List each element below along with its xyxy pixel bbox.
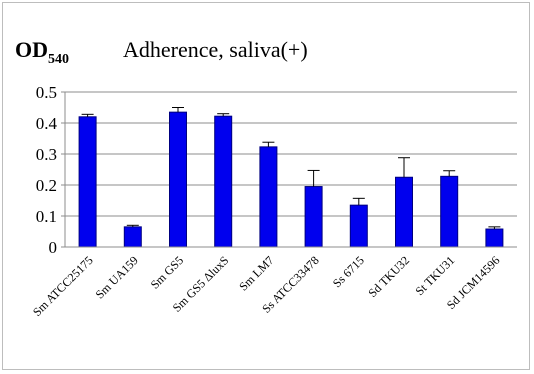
bar bbox=[395, 176, 413, 248]
bar bbox=[169, 111, 187, 248]
bar bbox=[259, 146, 278, 248]
chart-area: OD540 Adherence, saliva(+) 0 0.1 0.2 0.3 0.4… bbox=[15, 37, 517, 319]
y-tick-label: 0.5 bbox=[36, 83, 57, 102]
x-tick-label: Ss 6715 bbox=[330, 253, 367, 290]
y-unit-subscript: 540 bbox=[48, 52, 69, 67]
bar bbox=[78, 116, 97, 248]
y-tick-label: 0.2 bbox=[36, 176, 57, 195]
error-bars bbox=[81, 107, 501, 230]
x-tick-label: Sd TKU32 bbox=[365, 253, 412, 300]
y-tick-label: 0.3 bbox=[36, 145, 57, 164]
chart-title: Adherence, saliva(+) bbox=[123, 37, 308, 62]
bar bbox=[214, 115, 233, 248]
x-tick-label: Sm GS5 bbox=[148, 253, 186, 291]
y-tick-labels: 0 0.1 0.2 0.3 0.4 0.5 bbox=[36, 83, 58, 257]
x-tick-label: St TKU31 bbox=[412, 253, 457, 298]
x-tick-label: Sm UA159 bbox=[93, 253, 141, 301]
bar bbox=[349, 204, 368, 248]
y-tick-label: 0.1 bbox=[36, 207, 57, 226]
y-unit-label: OD540 bbox=[15, 37, 69, 67]
chart-frame: OD540 Adherence, saliva(+) 0 0.1 0.2 0.3 0.4… bbox=[2, 2, 530, 370]
bars bbox=[78, 111, 504, 248]
x-tick-label: Sm ATCC25175 bbox=[30, 253, 96, 319]
bar bbox=[485, 228, 504, 248]
bar bbox=[440, 175, 459, 248]
x-tick-label: Sm LM7 bbox=[236, 253, 276, 293]
bar bbox=[304, 186, 323, 248]
bar bbox=[123, 226, 142, 248]
y-tick-label: 0.4 bbox=[36, 114, 58, 133]
y-tick-label: 0 bbox=[49, 238, 58, 257]
